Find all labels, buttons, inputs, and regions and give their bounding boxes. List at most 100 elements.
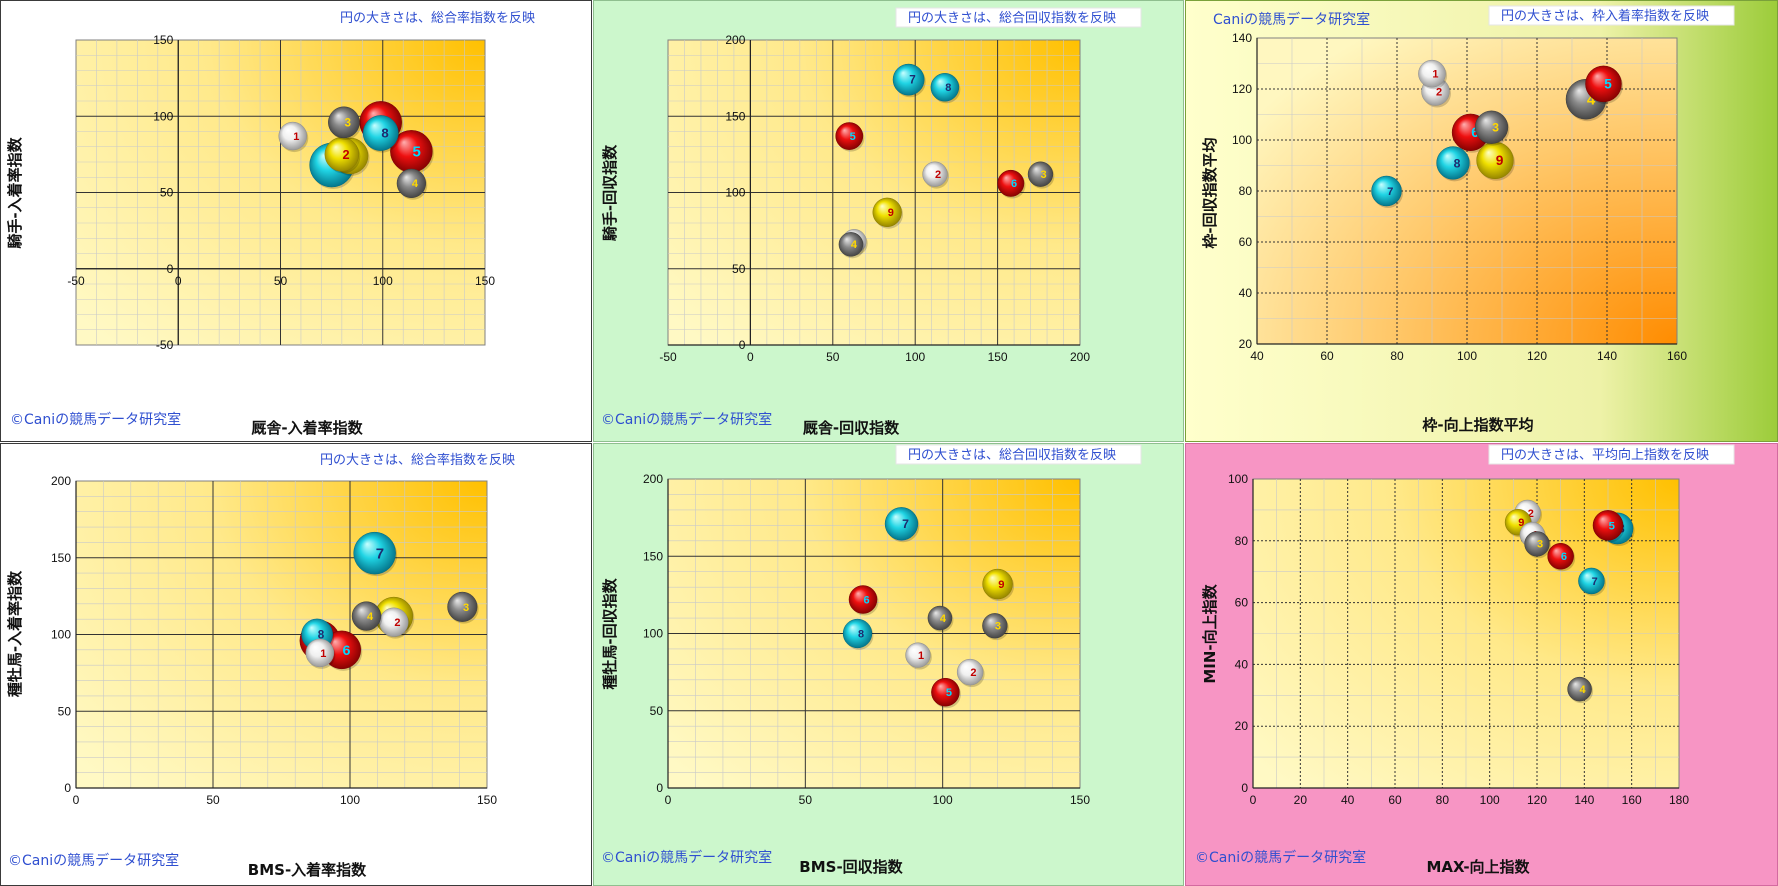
bubble-label: 2 [1436,86,1442,98]
y-tick-label: 100 [51,628,71,642]
bubble-6: 6 [997,169,1026,199]
x-tick-label: 150 [988,350,1008,364]
bubble-7: 7 [1371,175,1403,208]
bubble-8: 8 [1436,146,1471,182]
scatter-chart-3: 40 60 80 100 120 140 1602040608010012014046953… [1185,0,1778,442]
bubble-label: 7 [376,545,384,562]
x-tick-label: 150 [475,274,495,288]
x-axis-label: BMS-回収指数 [799,858,903,876]
y-tick-label: -50 [156,338,174,352]
bubble-4: 4 [1567,676,1594,704]
y-axis-label: 枠-回収指数平均 [1201,137,1219,248]
y-tick-label: 80 [1235,534,1249,548]
bubble-1: 1 [1418,59,1448,90]
bubble-4: 4 [927,605,954,633]
bubble-circle [1474,110,1509,144]
bubble-5: 5 [931,677,961,709]
bubble-circle [1567,676,1592,702]
bubble-label: 4 [940,613,947,625]
bubble-label: 4 [367,611,374,623]
bubble-label: 7 [1592,576,1598,588]
bubbles: 4 6 9 5 3 8 7 2 1 [1371,59,1623,208]
y-tick-label: 80 [1239,184,1253,198]
y-tick-label: 140 [1232,31,1252,45]
bubble-label: 6 [863,594,869,606]
scatter-chart-5: 0 50 100 150 0 50 100 150 200 7 9 8 5 6 2 1 3 4 円の大きさは、総合回… [593,443,1184,886]
bubble-3: 3 [447,591,479,624]
bubble-circle [956,658,984,686]
bubble-circle [930,73,960,102]
y-tick-label: 0 [64,781,71,795]
x-tick-label: -50 [659,350,677,364]
bubble-label: 4 [1580,684,1587,696]
bubble-label: 6 [1561,551,1567,563]
bubble-circle [982,568,1013,600]
grid-lines [668,479,1080,788]
bubble-5: 5 [1592,510,1625,543]
bubble-2: 2 [922,161,949,189]
bubble-label: 7 [909,74,916,87]
bubble-1: 1 [905,642,932,670]
copyright-text: Caniの競馬データ研究室 [1213,11,1370,28]
y-axis-label: 種牡馬-回収指数 [601,577,619,689]
x-tick-label: 0 [747,350,754,364]
bubble-circle [1418,59,1446,88]
x-tick-label: 100 [905,350,925,364]
y-tick-label: 0 [167,262,174,276]
bubble-circle [353,531,396,575]
bubble-label: 7 [1387,186,1393,198]
bubble-5: 5 [835,122,865,152]
bubble-3: 3 [328,106,361,140]
bubble-label: 3 [345,116,352,129]
bubble-8: 8 [842,618,874,650]
y-tick-label: 0 [739,338,746,352]
bubble-circle [278,121,308,151]
bubble-label: 4 [412,178,419,190]
y-tick-label: 150 [643,549,663,563]
bubble-9: 9 [982,568,1015,602]
y-tick-label: 100 [153,109,173,123]
bubble-label: 8 [1454,156,1461,170]
x-axis-label: MAX-向上指数 [1426,858,1530,876]
bubble-circle [396,168,427,199]
x-tick-label: 160 [1667,349,1687,363]
bubble-3: 3 [982,613,1009,641]
bubble-label: 9 [1518,517,1524,529]
bubble-7: 7 [353,531,398,577]
x-tick-label: 150 [477,793,497,807]
y-tick-label: 100 [1232,133,1252,147]
x-tick-label: 100 [340,793,360,807]
bubble-1: 1 [278,121,309,153]
bubble-circle [1585,65,1622,103]
bubble-label: 5 [946,687,952,699]
bubble-label: 6 [1011,178,1017,190]
x-tick-label: 100 [933,793,953,807]
bubble-label: 8 [945,82,951,94]
y-tick-label: 20 [1239,337,1253,351]
x-axis-label: BMS-入着率指数 [248,861,367,879]
bubble-label: 5 [1604,77,1612,92]
x-tick-label: -50 [67,274,85,288]
copyright-text: ©Caniの競馬データ研究室 [10,411,181,428]
bubble-circle [1592,510,1624,541]
x-tick-label: 50 [206,793,220,807]
bubble-circle [927,605,953,631]
bubble-label: 3 [463,602,469,614]
bubble-label: 4 [851,239,858,251]
y-axis-label: MIN-向上指数 [1201,583,1219,683]
bubble-circle [922,161,948,187]
y-tick-label: 50 [732,262,746,276]
x-tick-label: 200 [1070,350,1090,364]
bubble-label: 5 [1609,520,1615,532]
chart-title: 円の大きさは、枠入着率指数を反映 [1501,8,1709,24]
y-tick-label: 50 [58,704,72,718]
x-axis-label: 枠-向上指数平均 [1422,416,1533,434]
bubble-circle [842,618,873,649]
grid-lines [1253,479,1679,788]
x-tick-label: 50 [799,793,813,807]
bubble-6: 6 [848,585,879,616]
bubble-2: 2 [324,137,361,174]
bubble-label: 4 [1587,91,1596,108]
y-axis-label: 騎手-入着率指数 [6,136,24,248]
bubbles: 798562314 [835,63,1055,259]
